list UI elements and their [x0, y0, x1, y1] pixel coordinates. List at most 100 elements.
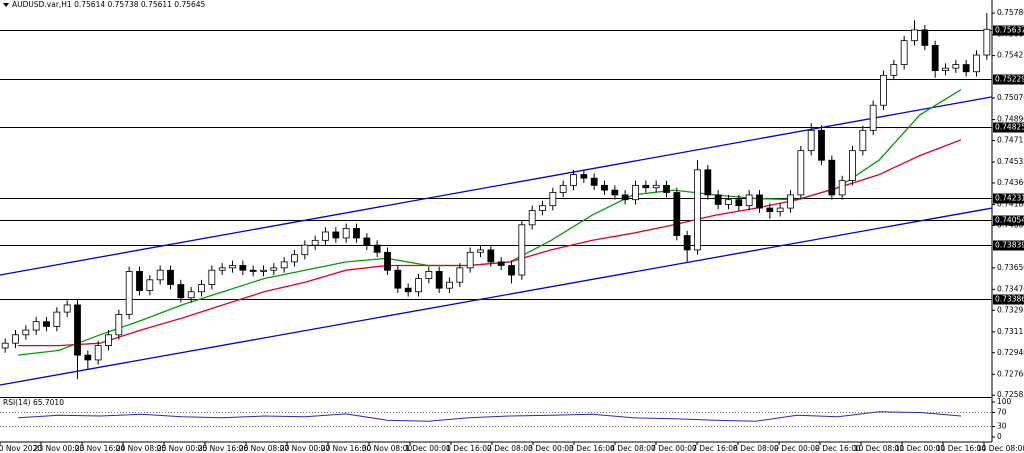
- candle-body: [136, 271, 143, 291]
- candle-body: [239, 265, 247, 271]
- candle-body: [425, 271, 433, 280]
- candle-body: [125, 271, 133, 315]
- candle-body: [518, 224, 526, 276]
- candle-body: [353, 227, 360, 239]
- level-label-bg: [993, 193, 1024, 204]
- candle-body: [332, 231, 340, 239]
- candle-body: [683, 235, 691, 251]
- candle-body: [53, 311, 61, 327]
- candle-body: [776, 207, 784, 213]
- menu-triangle[interactable]: [3, 3, 9, 7]
- candle-body: [487, 249, 495, 263]
- candle-body: [394, 269, 402, 289]
- candle-body: [983, 28, 991, 56]
- level-label: 0.75229: [995, 75, 1024, 84]
- y-tick-label: 0.74535: [997, 157, 1024, 166]
- candle-body: [632, 184, 639, 201]
- level-label: 0.74054: [995, 216, 1024, 225]
- x-tick-label: 7 Dec 16:00: [692, 444, 738, 453]
- candle-body: [384, 251, 391, 271]
- candle-body: [539, 205, 546, 211]
- candle-body: [642, 184, 650, 189]
- candle-body: [931, 45, 939, 71]
- level-label-bg: [993, 215, 1024, 226]
- candle-body: [229, 265, 236, 269]
- candle-body: [890, 64, 898, 76]
- candle-body: [146, 279, 154, 291]
- candle-body: [456, 267, 464, 283]
- candle-body: [291, 254, 298, 263]
- candle-body: [559, 184, 567, 193]
- candle-body: [590, 177, 598, 186]
- x-tick-label: 20 Nov 2020: [0, 444, 42, 453]
- candle-body: [756, 194, 763, 209]
- candle-body: [611, 189, 619, 196]
- candle-body: [94, 345, 102, 361]
- candle-body: [601, 184, 608, 191]
- candle-body: [838, 180, 846, 196]
- candle-body: [342, 227, 350, 239]
- candle-body: [115, 314, 123, 336]
- candle-body: [22, 329, 30, 336]
- rsi-line: [17, 411, 962, 422]
- candle-body: [880, 74, 887, 106]
- x-tick-label: 25 Nov 00:00: [157, 444, 208, 453]
- y-tick-label: 0.75425: [997, 51, 1024, 60]
- x-tick-label: 9 Dec 16:00: [815, 444, 861, 453]
- candle-body: [663, 184, 670, 193]
- candle-body: [12, 334, 19, 344]
- level-label: 0.74825: [995, 123, 1024, 132]
- candle-body: [745, 194, 753, 207]
- candle-body: [373, 244, 381, 253]
- candle-body: [63, 304, 71, 313]
- candle-body: [973, 54, 980, 73]
- trendline: [0, 207, 993, 386]
- y-tick-label: 30: [997, 422, 1007, 431]
- candle-body: [869, 104, 877, 131]
- candle-body: [735, 199, 743, 207]
- x-tick-label: 1 Dec 00:00: [405, 444, 451, 453]
- indicator-title: RSI(14) 65.7010: [3, 398, 64, 407]
- x-tick-label: 26 Nov 08:00: [239, 444, 290, 453]
- candle-body: [818, 129, 825, 161]
- candle-body: [363, 237, 371, 246]
- candle-body: [435, 271, 443, 289]
- level-label-bg: [993, 25, 1024, 36]
- x-tick-label: 11 Dec 00:00: [895, 444, 946, 453]
- x-tick-label: 1 Dec 16:00: [446, 444, 492, 453]
- candle-body: [766, 207, 774, 213]
- candle-body: [652, 184, 660, 189]
- candle-body: [167, 269, 174, 285]
- candle-body: [849, 150, 856, 181]
- candle-body: [1, 342, 9, 349]
- x-tick-label: 25 Nov 16:00: [198, 444, 249, 453]
- candle-body: [301, 244, 309, 256]
- x-tick-label: 10 Dec 08:00: [854, 444, 905, 453]
- x-tick-label: 11 Dec 16:00: [936, 444, 987, 453]
- level-label-bg: [993, 240, 1024, 251]
- x-tick-label: 27 Nov 00:00: [280, 444, 331, 453]
- candle-body: [311, 239, 319, 246]
- y-tick-label: 0: [997, 432, 1002, 441]
- candle-body: [859, 129, 867, 152]
- x-tick-label: 30 Nov 08:00: [362, 444, 413, 453]
- candle-body: [260, 269, 267, 272]
- candle-body: [508, 265, 515, 276]
- candle-body: [807, 129, 815, 152]
- candle-body: [156, 269, 164, 281]
- candle-body: [415, 278, 422, 293]
- chart-title: AUDUSD.var,H1 0.75614 0.75738 0.75611 0.…: [12, 0, 206, 9]
- candle-body: [787, 194, 794, 209]
- candle-body: [528, 210, 536, 226]
- candle-body: [549, 192, 557, 207]
- candle-body: [84, 354, 92, 361]
- candle-body: [466, 251, 474, 269]
- candle-body: [198, 284, 205, 293]
- candle-body: [74, 304, 81, 356]
- y-tick-label: 100: [997, 397, 1012, 406]
